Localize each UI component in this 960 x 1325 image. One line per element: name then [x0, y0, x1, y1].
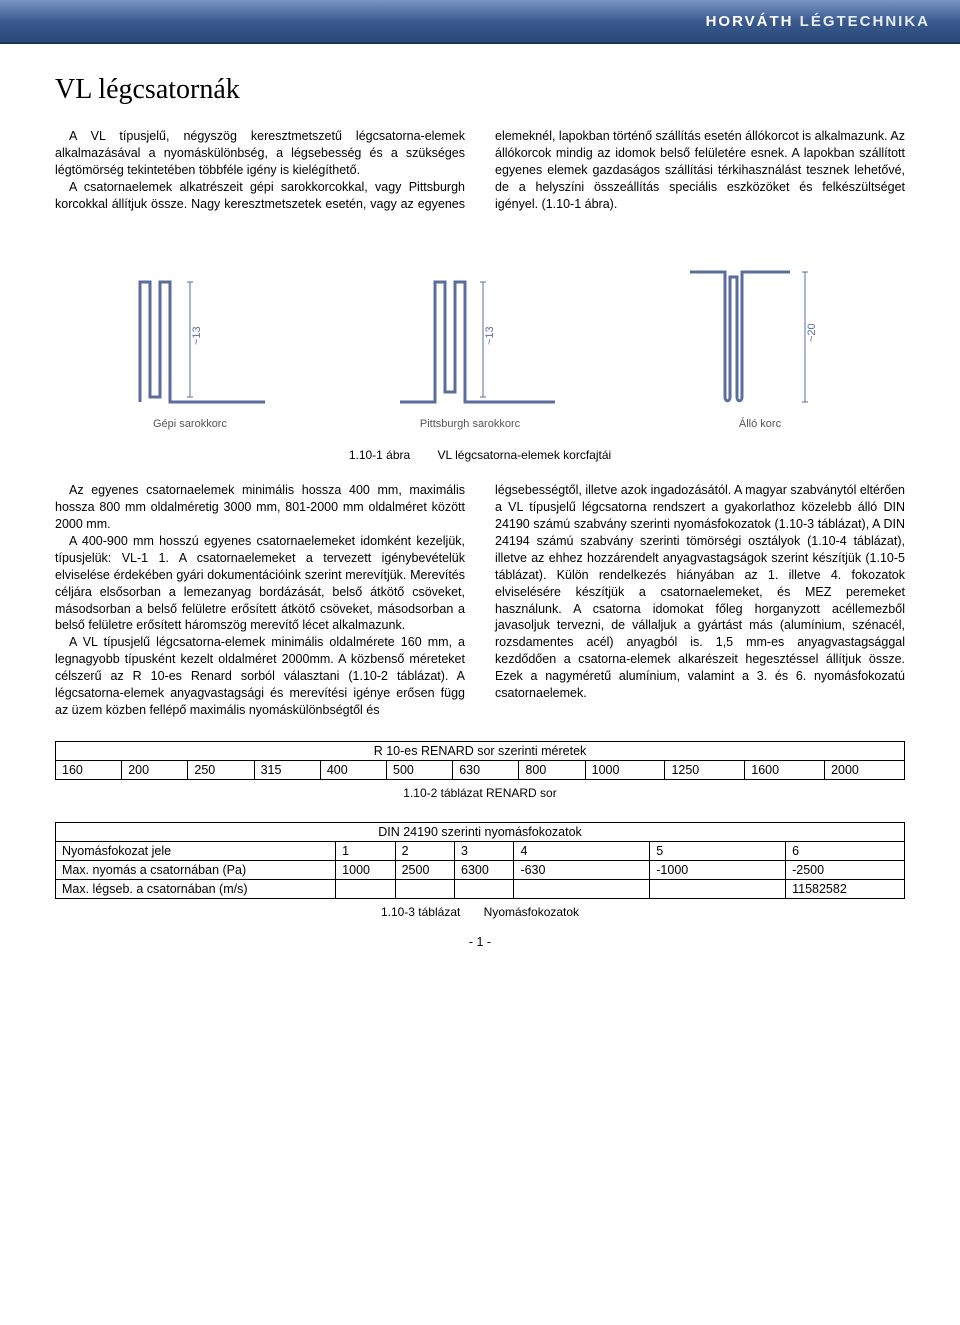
- seam-diagrams: ~13 Gépi sarokkorc ~13 Pittsburgh sarokk…: [55, 242, 905, 430]
- dim-text-3: ~20: [806, 324, 818, 343]
- renard-cell: 630: [453, 760, 519, 779]
- renard-cell: 500: [387, 760, 453, 779]
- body-columns: Az egyenes csatornaelemek minimális hoss…: [55, 482, 905, 718]
- brand-bold: HORVÁTH: [706, 13, 794, 30]
- din-cell: [514, 879, 650, 898]
- seam-shape-2: ~13: [375, 242, 565, 412]
- page-content: VL légcsatornák A VL típusjelű, négyszög…: [0, 44, 960, 961]
- page-title: VL légcsatornák: [55, 74, 905, 106]
- renard-cell: 160: [56, 760, 122, 779]
- din-row-1: Nyomásfokozat jele 1 2 3 4 5 6: [56, 841, 905, 860]
- din-cell: 6: [786, 841, 905, 860]
- din-cell: [336, 879, 395, 898]
- din-caption-num: 1.10-3 táblázat: [381, 905, 460, 919]
- branding-header: HORVÁTH LÉGTECHNIKA: [0, 0, 960, 44]
- body-p3: A VL típusjelű légcsatorna-elemek minimá…: [55, 634, 465, 718]
- body-p4: légsebességtől, illetve azok ingadozását…: [495, 482, 905, 701]
- din-row-2: Max. nyomás a csatornában (Pa) 1000 2500…: [56, 860, 905, 879]
- renard-cell: 200: [122, 760, 188, 779]
- renard-table: R 10-es RENARD sor szerinti méretek 160 …: [55, 741, 905, 780]
- din-row-3: Max. légseb. a csatornában (m/s) 1158258…: [56, 879, 905, 898]
- diagram-allo-korc: ~20 Álló korc: [665, 242, 855, 430]
- din-cell: 6300: [455, 860, 514, 879]
- seam-shape-3: ~20: [665, 242, 855, 412]
- din-cell: -1000: [650, 860, 786, 879]
- renard-caption: 1.10-2 táblázat RENARD sor: [55, 786, 905, 800]
- renard-cell: 1250: [665, 760, 745, 779]
- body-p2: A 400-900 mm hosszú egyenes csatornaelem…: [55, 533, 465, 634]
- din-caption: 1.10-3 táblázat Nyomásfokozatok: [55, 905, 905, 919]
- renard-title: R 10-es RENARD sor szerinti méretek: [56, 741, 905, 760]
- din-cell: 4: [514, 841, 650, 860]
- renard-cell: 1600: [745, 760, 825, 779]
- intro-paragraph-1: A VL típusjelű, négyszög keresztmetszetű…: [55, 128, 465, 179]
- renard-cell: 250: [188, 760, 254, 779]
- renard-cell: 800: [519, 760, 585, 779]
- renard-cell: 1000: [585, 760, 665, 779]
- dim-text-1: ~13: [191, 327, 203, 346]
- page-number: - 1 -: [55, 935, 905, 949]
- figure-1-text: VL légcsatorna-elemek korcfajtái: [438, 448, 612, 462]
- din-row-label: Nyomásfokozat jele: [56, 841, 336, 860]
- din-cell: 11582582: [786, 879, 905, 898]
- body-p1: Az egyenes csatornaelemek minimális hoss…: [55, 482, 465, 533]
- seam-shape-1: ~13: [105, 242, 275, 412]
- diagram-label-3: Álló korc: [739, 418, 781, 430]
- figure-1-num: 1.10-1 ábra: [349, 448, 410, 462]
- din-cell: 1: [336, 841, 395, 860]
- din-title: DIN 24190 szerinti nyomásfokozatok: [56, 822, 905, 841]
- din-cell: 3: [455, 841, 514, 860]
- din-row-label: Max. légseb. a csatornában (m/s): [56, 879, 336, 898]
- din-cell: -630: [514, 860, 650, 879]
- din-caption-text: Nyomásfokozatok: [484, 905, 579, 919]
- din-cell: -2500: [786, 860, 905, 879]
- din-cell: 2: [395, 841, 454, 860]
- din-cell: 5: [650, 841, 786, 860]
- renard-values-row: 160 200 250 315 400 500 630 800 1000 125…: [56, 760, 905, 779]
- din-cell: [455, 879, 514, 898]
- din-cell: 2500: [395, 860, 454, 879]
- din-cell: [650, 879, 786, 898]
- dim-text-2: ~13: [484, 327, 496, 346]
- diagram-label-2: Pittsburgh sarokkorc: [420, 418, 520, 430]
- renard-cell: 315: [254, 760, 320, 779]
- intro-columns: A VL típusjelű, négyszög keresztmetszetű…: [55, 128, 905, 212]
- renard-cell: 400: [320, 760, 386, 779]
- figure-1-caption: 1.10-1 ábra VL légcsatorna-elemek korcfa…: [55, 448, 905, 462]
- din-cell: 1000: [336, 860, 395, 879]
- brand-light: LÉGTECHNIKA: [800, 13, 930, 30]
- din-cell: [395, 879, 454, 898]
- din-table: DIN 24190 szerinti nyomásfokozatok Nyomá…: [55, 822, 905, 899]
- diagram-gepi-sarokkorc: ~13 Gépi sarokkorc: [105, 242, 275, 430]
- din-row-label: Max. nyomás a csatornában (Pa): [56, 860, 336, 879]
- diagram-pittsburgh: ~13 Pittsburgh sarokkorc: [375, 242, 565, 430]
- renard-cell: 2000: [825, 760, 905, 779]
- diagram-label-1: Gépi sarokkorc: [153, 418, 227, 430]
